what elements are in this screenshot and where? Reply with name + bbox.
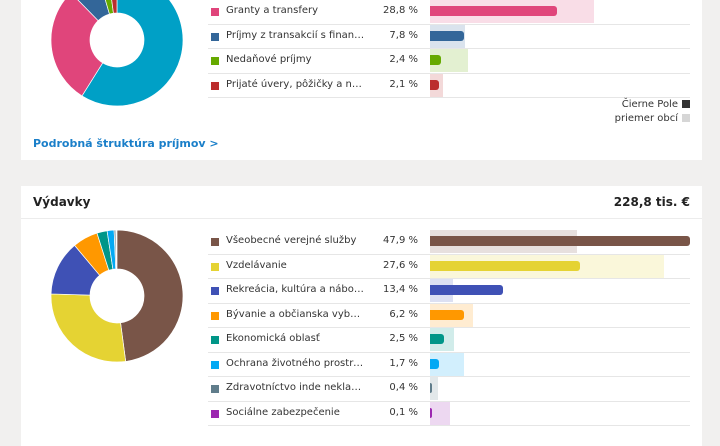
average-bar [430, 401, 451, 425]
value-bar [430, 30, 465, 41]
value-bar [430, 55, 441, 65]
category-percent: 28,8 % [383, 5, 418, 16]
color-swatch [211, 336, 219, 344]
color-swatch [211, 238, 219, 246]
table-row[interactable]: Zdravotníctvo inde neklasifikované 0,4 % [208, 377, 690, 402]
color-swatch [211, 8, 219, 16]
table-row[interactable]: Ekonomická oblasť 2,5 % [208, 328, 690, 353]
table-row[interactable]: Prijaté úvery, pôžičky a návratné finanč… [208, 73, 690, 98]
value-bar [430, 383, 433, 393]
color-swatch [211, 57, 219, 65]
category-percent: 2,5 % [389, 333, 418, 344]
color-swatch [211, 262, 219, 271]
category-percent: 47,9 % [383, 235, 418, 246]
legend-avg: priemer obcí [615, 112, 690, 126]
average-bar [430, 352, 464, 376]
table-row[interactable]: Ochrana životného prostredia 1,7 % [208, 352, 690, 377]
expenses-donut-chart [50, 229, 184, 363]
category-percent: 0,1 % [389, 406, 418, 418]
average-bar [430, 377, 439, 400]
table-row[interactable]: Granty a transfery 28,8 % [208, 0, 690, 25]
color-swatch [211, 311, 219, 320]
category-percent: 27,6 % [383, 259, 418, 271]
category-percent: 2,1 % [389, 78, 418, 90]
expenses-rows: Všeobecné verejné služby 47,9 % Vzdeláva… [208, 230, 690, 426]
value-bar [430, 334, 444, 344]
table-row[interactable]: Všeobecné verejné služby 47,9 % [208, 230, 690, 255]
category-label: Príjmy z transakcií s finančnými aktívam… [226, 29, 366, 41]
value-bar [430, 260, 580, 271]
category-percent: 0,4 % [389, 382, 418, 393]
table-row[interactable]: Nedaňové príjmy 2,4 % [208, 49, 690, 74]
category-label: Zdravotníctvo inde neklasifikované [226, 382, 366, 393]
value-bar [430, 285, 503, 295]
color-swatch [211, 81, 219, 90]
value-bar [430, 407, 432, 418]
value-bar [430, 6, 558, 16]
legend: Čierne Pole priemer obcí [615, 98, 690, 126]
category-label: Vzdelávanie [226, 259, 287, 271]
category-percent: 6,2 % [389, 308, 418, 320]
donut-slice[interactable] [116, 229, 184, 362]
donut-slice[interactable] [71, 0, 110, 22]
category-percent: 1,7 % [389, 357, 418, 369]
category-label: Ekonomická oblasť [226, 333, 320, 344]
expenses-card: Výdavky 228,8 tis. € Všeobecné verejné s… [21, 186, 702, 446]
donut-slice[interactable] [108, 0, 118, 14]
color-swatch [211, 287, 219, 295]
color-swatch [211, 385, 219, 393]
value-bar [430, 236, 690, 246]
table-row[interactable]: Príjmy z transakcií s finančnými aktívam… [208, 24, 690, 49]
color-swatch [211, 409, 219, 418]
table-row[interactable]: Vzdelávanie 27,6 % [208, 254, 690, 279]
donut-slice[interactable] [50, 293, 127, 363]
table-row[interactable]: Bývanie a občianska vybavenosť 6,2 % [208, 303, 690, 328]
category-label: Granty a transfery [226, 5, 319, 16]
legend-avg-swatch [682, 114, 690, 122]
value-bar [430, 309, 464, 320]
table-row[interactable]: Sociálne zabezpečenie 0,1 % [208, 401, 690, 426]
category-label: Bývanie a občianska vybavenosť [226, 308, 366, 320]
category-label: Rekreácia, kultúra a náboženstvo [226, 284, 366, 295]
legend-town: Čierne Pole [615, 98, 690, 112]
donut-slice[interactable] [115, 229, 118, 270]
table-row[interactable]: Rekreácia, kultúra a náboženstvo 13,4 % [208, 279, 690, 304]
average-bar [430, 49, 468, 72]
color-swatch [211, 360, 219, 369]
donut-slice[interactable] [50, 0, 104, 97]
expenses-header: Výdavky 228,8 tis. € [21, 186, 702, 219]
category-percent: 13,4 % [383, 284, 418, 295]
value-bar [430, 358, 440, 369]
color-swatch [211, 32, 219, 41]
detailed-income-link[interactable]: Podrobná štruktúra príjmov > [33, 137, 219, 150]
income-rows: Granty a transfery 28,8 % Príjmy z trans… [208, 0, 690, 98]
value-bar [430, 79, 440, 90]
category-percent: 2,4 % [389, 54, 418, 65]
expenses-title: Výdavky [33, 195, 91, 209]
income-donut-chart [50, 0, 184, 107]
category-label: Všeobecné verejné služby [226, 235, 357, 246]
income-card: Granty a transfery 28,8 % Príjmy z trans… [21, 0, 702, 160]
category-label: Ochrana životného prostredia [226, 357, 366, 369]
category-label: Nedaňové príjmy [226, 54, 312, 65]
category-label: Prijaté úvery, pôžičky a návratné finanč… [226, 78, 366, 90]
category-label: Sociálne zabezpečenie [226, 406, 340, 418]
expenses-total: 228,8 tis. € [613, 195, 690, 209]
category-percent: 7,8 % [389, 29, 418, 41]
legend-town-swatch [682, 100, 690, 108]
donut-slice[interactable] [81, 0, 184, 107]
